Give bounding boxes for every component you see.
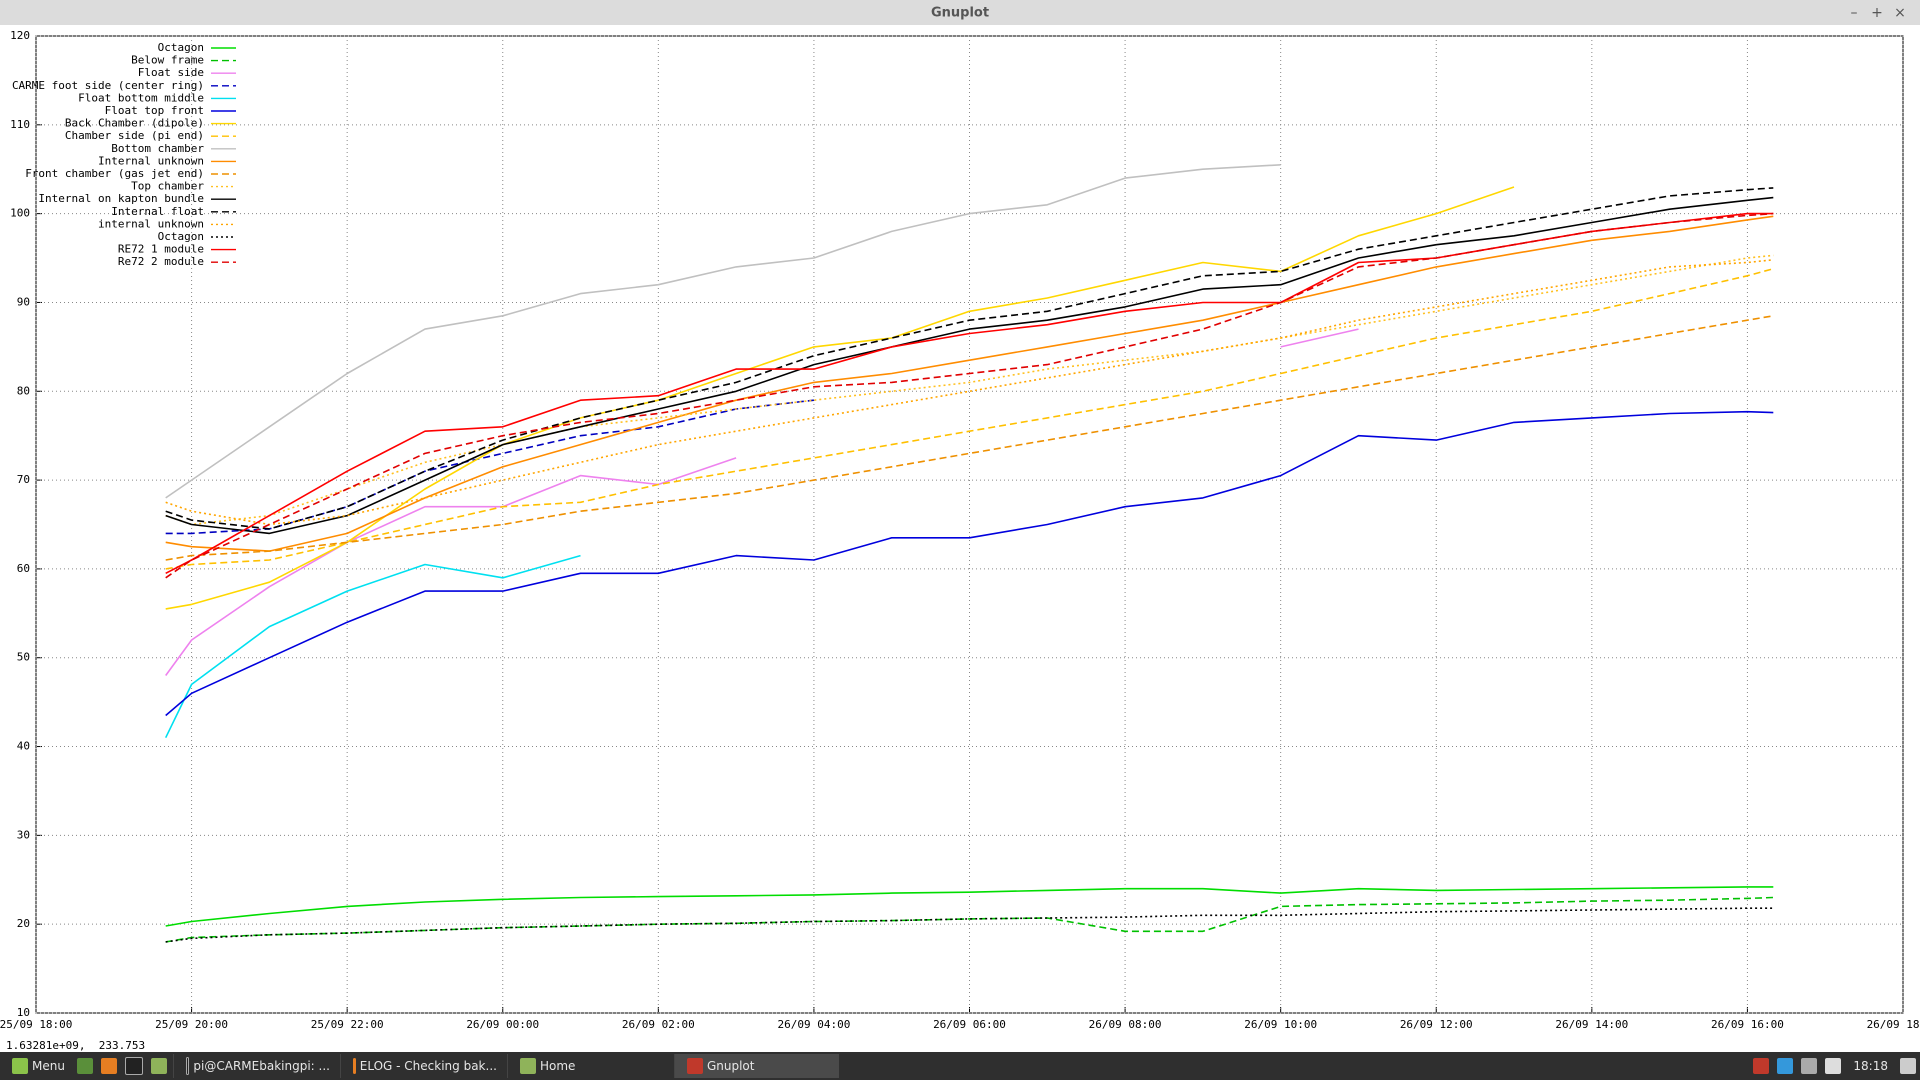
task-button[interactable]: pi@CARMEbakingpi: ...: [172, 1054, 338, 1078]
x-tick-label: 26/09 02:00: [622, 1018, 695, 1031]
menu-button[interactable]: Menu: [0, 1054, 73, 1078]
legend-label: Chamber side (pi end): [65, 129, 204, 142]
y-tick-label: 30: [17, 828, 30, 841]
legend-label: Front chamber (gas jet end): [25, 167, 204, 180]
tray-icon[interactable]: [1753, 1058, 1770, 1074]
series-line: [165, 315, 1774, 561]
task-label: pi@CARMEbakingpi: ...: [193, 1059, 330, 1073]
gnuplot-window: Gnuplot – + × 10 20 30 40 50 60 70 80 90 100 110 12…: [0, 0, 1920, 1052]
x-tick-label: 26/09 00:00: [466, 1018, 539, 1031]
title-bar: [0, 0, 1920, 25]
clock-label: 18:18: [1853, 1059, 1888, 1073]
launcher-icon[interactable]: [76, 1058, 93, 1074]
x-tick-label: 25/09 20:00: [155, 1018, 228, 1031]
x-tick-label: 26/09 06:00: [933, 1018, 1006, 1031]
task-button[interactable]: Home: [506, 1054, 672, 1078]
legend-label: Float top front: [105, 104, 204, 117]
series-line: [165, 187, 1774, 530]
y-tick-label: 110: [10, 118, 30, 131]
legend-label: Internal float: [111, 205, 204, 218]
legend-label: Float side: [138, 66, 204, 79]
legend-label: Internal unknown: [98, 154, 204, 167]
series-line: [165, 896, 1774, 943]
series-line: [165, 886, 1774, 927]
close-button[interactable]: ×: [1894, 5, 1906, 21]
tray-icon[interactable]: [1900, 1058, 1916, 1074]
x-tick-label: 26/09 14:00: [1555, 1018, 1628, 1031]
y-tick-label: 120: [10, 29, 30, 42]
legend-label: Back Chamber (dipole): [65, 117, 204, 130]
legend-label: RE72 1 module: [118, 243, 204, 256]
task-label: Gnuplot: [706, 1059, 755, 1073]
x-tick-label: 26/09 12:00: [1400, 1018, 1473, 1031]
plot-lines: [164, 164, 1774, 943]
y-tick-label: 10: [17, 1006, 30, 1019]
series-line: [165, 212, 1774, 575]
series-line: [165, 164, 1281, 499]
tray-icon[interactable]: [1801, 1058, 1818, 1074]
x-tick-label: 25/09 18:00: [0, 1018, 72, 1031]
y-tick-label: 90: [17, 295, 30, 308]
window-title: Gnuplot: [931, 6, 989, 21]
maximize-button[interactable]: +: [1871, 5, 1883, 21]
task-label: ELOG - Checking bak...: [359, 1059, 497, 1073]
y-tick-label: 70: [17, 473, 30, 486]
legend-label: Below frame: [131, 54, 204, 67]
y-tick-label: 80: [17, 384, 30, 397]
x-tick-label: 26/09 10:00: [1244, 1018, 1317, 1031]
task-button[interactable]: Gnuplot: [673, 1054, 839, 1078]
legend-label: Re72 2 module: [118, 255, 204, 268]
menu-label: Menu: [32, 1059, 65, 1073]
legend-label: Octagon: [158, 230, 204, 243]
series-line: [165, 212, 1774, 579]
legend-label: Bottom chamber: [111, 142, 204, 155]
series-line: [165, 254, 1774, 526]
x-tick-label: 26/09 04:00: [777, 1018, 850, 1031]
legend-label: Octagon: [158, 41, 204, 54]
legend-label: Top chamber: [131, 180, 204, 193]
launcher-icon[interactable]: [124, 1057, 143, 1075]
y-tick-label: 100: [10, 207, 30, 220]
series-line: [165, 410, 1774, 717]
series-line: [165, 328, 1359, 676]
legend-label: Internal on kapton bundle: [38, 192, 204, 205]
task-label: Home: [539, 1059, 576, 1073]
legend-label: internal unknown: [98, 217, 204, 230]
series-line: [165, 196, 1774, 535]
y-tick-label: 20: [17, 917, 30, 930]
clock[interactable]: 18:18: [1845, 1054, 1896, 1078]
minimize-button[interactable]: –: [1851, 5, 1858, 21]
x-tick-label: 25/09 22:00: [311, 1018, 384, 1031]
tray-icon[interactable]: [1777, 1058, 1794, 1074]
status-coordinates: 1.63281e+09, 233.753: [6, 1039, 145, 1052]
x-tick-label: 26/09 18:00: [1867, 1018, 1920, 1031]
taskbar: Menu pi@CARMEbakingpi: ... ELOG - Checki…: [0, 1052, 1920, 1080]
y-tick-label: 40: [17, 740, 30, 753]
tray-icon[interactable]: [1825, 1058, 1842, 1074]
x-tick-label: 26/09 08:00: [1089, 1018, 1162, 1031]
launcher-icon[interactable]: [100, 1058, 117, 1074]
y-tick-label: 50: [17, 651, 30, 664]
series-line: [164, 554, 581, 739]
y-tick-label: 60: [17, 562, 30, 575]
launcher-icon[interactable]: [150, 1058, 167, 1074]
series-line: [165, 267, 1774, 570]
series-line: [165, 215, 1774, 552]
task-button[interactable]: ELOG - Checking bak...: [339, 1054, 505, 1078]
legend-label: Float bottom middle: [78, 91, 204, 104]
x-tick-label: 26/09 16:00: [1711, 1018, 1784, 1031]
legend-label: CARME foot side (center ring): [12, 79, 204, 92]
